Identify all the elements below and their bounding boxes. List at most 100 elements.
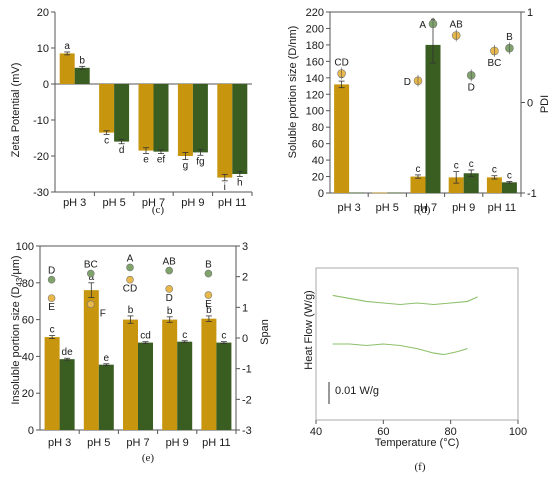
panel-e-letter-s0-2: b xyxy=(128,305,134,316)
panel-d-bar-s0-0 xyxy=(334,84,350,193)
panel-c-ytick-label-5: -30 xyxy=(33,187,49,199)
panel-d-ytick-label-7: 80 xyxy=(312,122,324,134)
panel-c-letter-s1-4: h xyxy=(237,178,243,189)
panel-c-caption: (c) xyxy=(152,204,165,216)
panel-e-span-marker-8 xyxy=(204,269,213,278)
panel-d-bar-s0-2 xyxy=(410,176,426,193)
panel-c-letter-s1-2: ef xyxy=(157,154,166,165)
panel-e-span-letter-1: E xyxy=(48,302,55,313)
panel-e-ytick-label-3: 40 xyxy=(22,351,34,363)
panel-e-span-marker-5 xyxy=(126,275,134,284)
panel-d-ytick-label-0: 220 xyxy=(306,7,324,19)
panel-c-ytick-label-0: 20 xyxy=(37,7,49,19)
panel-e-y2tick-label-1: 2 xyxy=(242,272,248,284)
panel-d-ytick-label-3: 160 xyxy=(306,56,324,68)
panel-d-ytick-label-10: 20 xyxy=(312,172,324,184)
panel-e-y2tick-label-2: 1 xyxy=(242,302,248,314)
panel-e-y2tick-label-5: -2 xyxy=(242,394,252,406)
panel-c-ytick-label-2: 0 xyxy=(43,79,49,91)
panel-d-bar-s0-4 xyxy=(486,177,502,193)
panel-d-ytick-label-6: 100 xyxy=(306,106,324,118)
panel-d-pdi-letter-2: A xyxy=(419,20,426,31)
panel-e-letter-s1-3: c xyxy=(182,330,187,341)
panel-e-bar-s1-3 xyxy=(177,341,193,430)
panel-d-bar-s1-4 xyxy=(501,182,517,193)
panel-c-bar-s0-2 xyxy=(138,84,154,151)
panel-e-span-letter-5: CD xyxy=(123,284,137,295)
panel-c-bar-s1-0 xyxy=(74,67,90,84)
panel-d-xtick-label-4: pH 11 xyxy=(488,202,517,214)
panel-e-span-letter-7: D xyxy=(166,293,173,304)
panel-e-ylabel-main: Insoluble portion size (D xyxy=(10,287,22,405)
panel-c-bar-s1-4 xyxy=(232,84,248,174)
panel-c-xtick-label-3: pH 9 xyxy=(181,197,204,209)
panel-d-ytick-label-8: 60 xyxy=(312,139,324,151)
panel-d-y2tick-label-1: 0 xyxy=(527,98,533,110)
panel-f-curve-1 xyxy=(332,343,468,356)
panel-e-ytick-label-2: 60 xyxy=(22,315,34,327)
panel-c-bar-s0-0 xyxy=(59,53,75,84)
panel-d-letter-s0-4: c xyxy=(492,165,497,176)
panel-e-bar-s1-4 xyxy=(216,342,232,430)
panel-c-bar-s1-3 xyxy=(192,84,208,153)
panel-d-pdi-letter-6: B xyxy=(506,32,513,43)
panel-e-span-letter-4: A xyxy=(127,253,134,264)
panel-e-bar-s0-1 xyxy=(83,290,99,430)
panel-e-bar-s0-4 xyxy=(201,318,217,430)
panel-e-bar-s0-2 xyxy=(123,319,138,430)
panel-c-ytick-label-3: -10 xyxy=(33,115,49,127)
panel-e-bar-s0-3 xyxy=(162,319,178,430)
panel-d-y2tick-label-0: 1 xyxy=(527,7,533,19)
panel-e-letter-s0-4: b xyxy=(206,305,212,316)
panel-e-ylabel-unit: /μm) xyxy=(10,255,22,277)
panel-e-ytick-label-0: 100 xyxy=(16,241,34,253)
panel-d-ytick-label-5: 120 xyxy=(306,89,324,101)
panel-d-bar-s1-3 xyxy=(463,173,479,193)
panel-f-frame xyxy=(315,267,519,421)
panel-e-bar-s1-0 xyxy=(59,359,75,430)
panel-e-span-marker-4 xyxy=(126,263,134,272)
panel-e-span-letter-3: F xyxy=(100,308,106,319)
panel-e-span-marker-3 xyxy=(87,300,95,309)
panel-e-y2tick-label-6: -3 xyxy=(242,425,252,437)
panel-e-span-letter-0: D xyxy=(48,266,55,277)
panel-c-xtick-label-4: pH 11 xyxy=(218,197,247,209)
panel-d-ytick-label-2: 180 xyxy=(306,40,324,52)
panel-d-xtick-label-0: pH 3 xyxy=(337,202,360,214)
panel-e-span-marker-1 xyxy=(47,294,56,302)
panel-d-letter-s0-2: c xyxy=(416,164,421,175)
panel-c-ytick-label-1: 10 xyxy=(37,43,49,55)
panel-f-scale-label: 0.01 W/g xyxy=(335,385,379,397)
panel-c-xtick-label-1: pH 5 xyxy=(102,197,125,209)
panel-e-span-letter-6: AB xyxy=(163,257,177,268)
panel-c-xtick-label-2: pH 7 xyxy=(142,197,165,209)
panel-e-bar-s1-2 xyxy=(138,342,153,430)
panel-e-ytick-label-1: 80 xyxy=(22,278,34,290)
panel-d-bar-s1-2 xyxy=(425,44,441,194)
panel-e-letter-s0-3: b xyxy=(167,306,173,317)
panel-d-pdi-letter-1: D xyxy=(404,77,411,88)
panel-d-caption: (d) xyxy=(418,204,431,216)
panel-e-xtick-label-3: pH 9 xyxy=(166,437,189,449)
panel-f-ylabel: Heat Flow (W/g) xyxy=(303,290,315,369)
panel-e-ylabel: Insoluble portion size (D43/μm) xyxy=(10,255,24,404)
panel-d-y2tick-label-2: -1 xyxy=(527,188,537,200)
panel-e-letter-s0-0: c xyxy=(50,325,55,336)
panel-e-xtick-label-2: pH 7 xyxy=(126,437,149,449)
panel-d-ytick-label-9: 40 xyxy=(312,155,324,167)
panel-c-letter-s0-2: e xyxy=(143,154,149,165)
panel-c: Zeta Potential (mV) (c) 20 10 0 -10 -20 -30 pH… xyxy=(10,7,253,216)
panel-d-xtick-label-3: pH 9 xyxy=(452,202,475,214)
panel-f-xtick-label-2: 80 xyxy=(445,426,457,438)
panel-c-ylabel: Zeta Potential (mV) xyxy=(10,63,22,158)
panel-e-bar-s0-0 xyxy=(44,337,60,430)
panel-c-letter-s0-0: a xyxy=(64,41,70,52)
panel-e-span-letter-9: E xyxy=(205,299,212,310)
panel-d-y2label: PDI xyxy=(539,95,550,113)
panel-d-ylabel: Soluble portion size (D/nm) xyxy=(287,26,299,159)
panel-d-letter-s0-3: c xyxy=(454,161,459,172)
panel-e-y2tick-label-3: 0 xyxy=(242,333,248,345)
panel-e-y2tick-label-0: 3 xyxy=(242,241,248,253)
panel-e-span-letter-8: B xyxy=(205,260,212,271)
panel-e-caption: (e) xyxy=(142,452,155,464)
